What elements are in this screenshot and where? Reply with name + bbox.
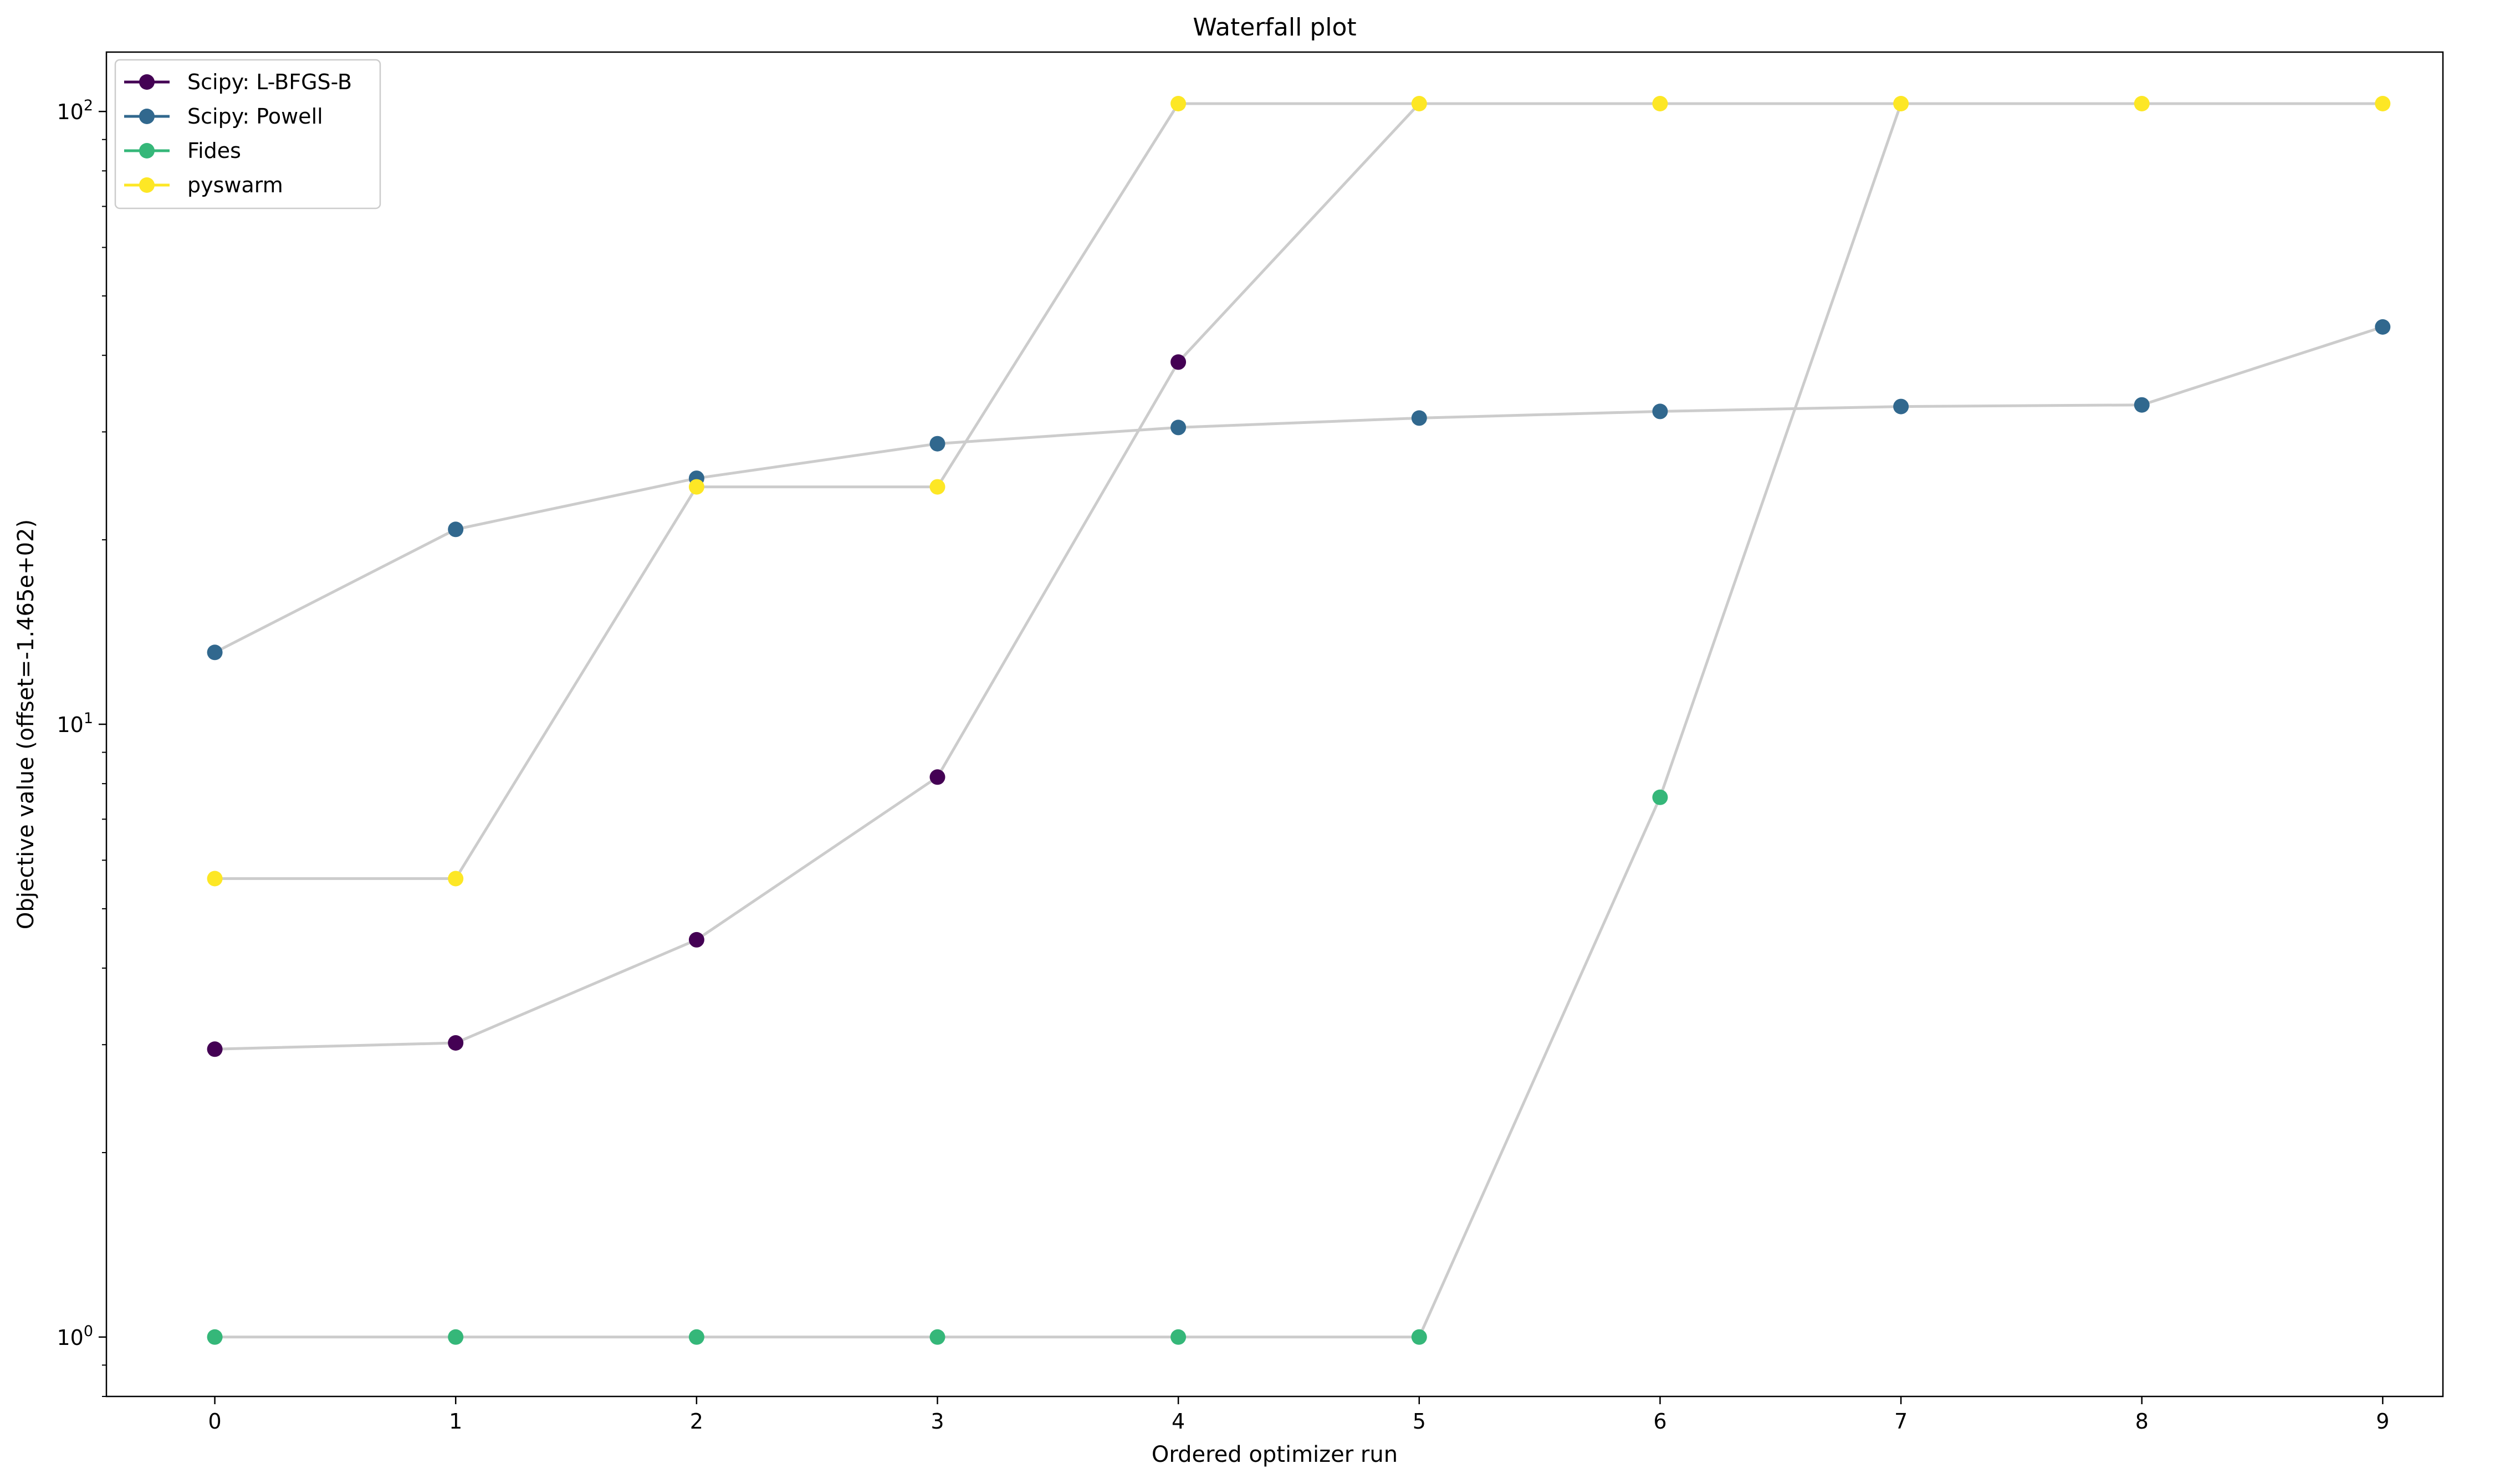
series-lines [214,102,2384,1339]
data-point [1652,403,1668,419]
data-point [2375,96,2391,111]
legend-marker [139,109,155,124]
legend-frame [114,59,381,209]
data-point [1411,410,1427,426]
data-point [207,1041,223,1057]
x-tick-label: 0 [208,1409,221,1434]
data-point [207,1329,223,1345]
data-point [2375,319,2391,335]
y-tick-label: 101 [57,710,93,737]
x-tick-label: 4 [1172,1409,1185,1434]
series-line-3 [214,102,2383,880]
data-point [448,1035,464,1051]
x-tick-label: 9 [2376,1409,2389,1434]
y-tick-label: 100 [57,1323,93,1350]
data-point [1893,398,1909,415]
legend-label: Fides [187,139,241,163]
y-axis-ticks: 100 101 102 [57,97,106,1397]
y-axis-label: Objective value (offset=-1.465e+02) [13,519,39,929]
legend-label: pyswarm [187,173,283,197]
data-point [1170,1329,1187,1345]
x-tick-label: 7 [1894,1409,1908,1434]
legend-label: Scipy: Powell [187,104,323,129]
x-tick-label: 1 [449,1409,462,1434]
x-tick-label: 3 [931,1409,944,1434]
x-axis-label: Ordered optimizer run [1152,1442,1398,1467]
legend: Scipy: L-BFGS-B Scipy: Powell Fides pyswarm [114,59,381,209]
data-point [1652,789,1668,805]
data-point [1170,96,1187,111]
data-point [1170,354,1187,370]
data-point [929,769,945,785]
x-axis-ticks: 0 1 2 3 4 5 6 7 8 9 [208,1396,2389,1434]
data-point [929,479,945,495]
data-point [2134,397,2150,413]
data-point [1411,1329,1427,1345]
legend-label: Scipy: L-BFGS-B [187,70,352,94]
data-point [207,871,223,887]
data-point [688,932,704,948]
chart-title: Waterfall plot [1193,13,1356,42]
data-point [688,1329,704,1345]
data-point [1652,96,1668,111]
y-tick-label: 102 [57,97,93,124]
x-tick-label: 8 [2135,1409,2149,1434]
series-markers [207,96,2391,1345]
data-point [929,1329,945,1345]
series-line-1 [214,325,2384,654]
legend-marker [139,143,155,158]
legend-marker [139,177,155,193]
data-point [207,644,223,661]
data-point [1893,96,1909,111]
x-tick-label: 5 [1413,1409,1426,1434]
x-tick-label: 2 [690,1409,703,1434]
data-point [448,1329,464,1345]
data-point [448,871,464,887]
data-point [2134,96,2150,111]
legend-marker [139,74,155,90]
data-point [688,479,704,495]
data-point [1170,419,1187,436]
data-point [448,521,464,538]
data-point [929,436,945,452]
x-tick-label: 6 [1653,1409,1666,1434]
data-point [1411,96,1427,111]
